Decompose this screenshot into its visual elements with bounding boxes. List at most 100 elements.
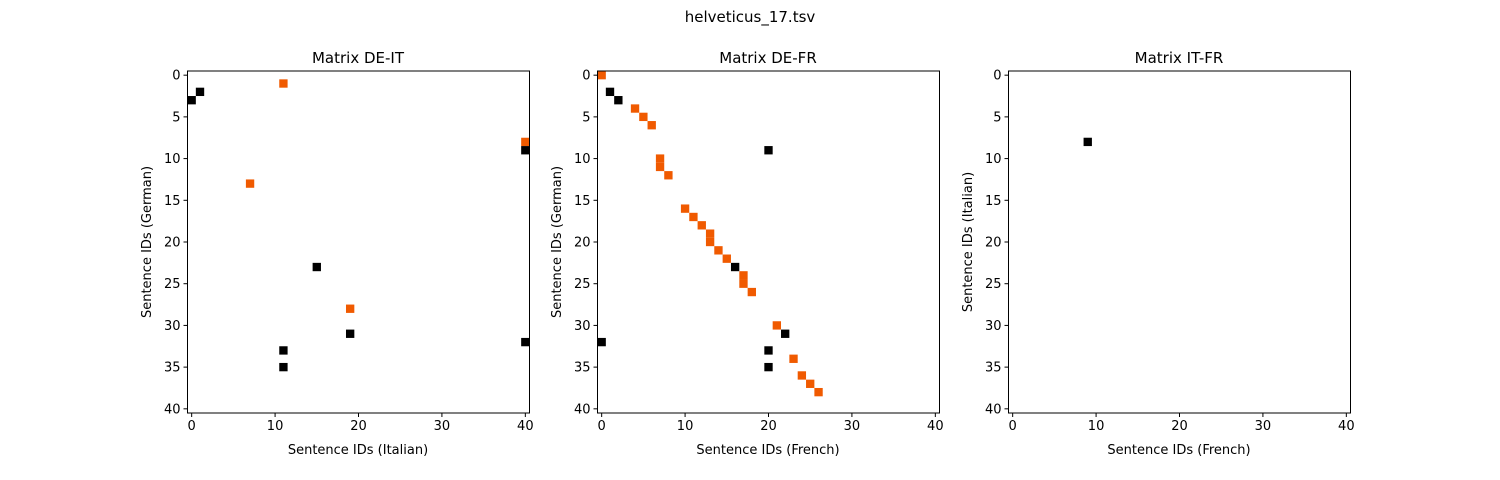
matrix-cell-orange [739,271,748,280]
y-tick-label: 30 [985,319,1002,334]
matrix-cell-orange [747,287,756,297]
x-tick-label: 20 [1171,419,1188,434]
matrix-cell-orange [521,137,530,147]
x-tick-label: 20 [350,419,367,434]
matrix-cell-orange [647,121,656,130]
matrix-cell-black [312,262,321,272]
y-tick-label: 5 [993,110,1001,125]
y-tick-label: 35 [574,361,591,376]
y-tick-label: 10 [164,152,181,167]
matrix-cell-orange [797,371,807,380]
y-tick-label: 35 [985,361,1002,376]
y-tick-label: 15 [574,194,591,209]
matrix-cell-black [597,337,606,347]
x-tick-label: 40 [1338,419,1355,434]
y-tick-label: 15 [164,194,181,209]
matrix-cell-black [187,96,196,105]
y-axis-label: Sentence IDs (German) [550,166,565,318]
y-tick-label: 25 [574,277,591,292]
x-axis-label: Sentence IDs (Italian) [288,443,428,458]
panel-title: Matrix IT-FR [1135,49,1224,67]
matrix-cell-black [279,346,288,355]
matrix-cell-orange [772,321,782,330]
x-tick-label: 40 [927,419,944,434]
y-tick-label: 30 [574,319,591,334]
y-tick-label: 0 [993,69,1001,84]
matrix-cell-orange [664,171,673,180]
matrix-cell-orange [597,71,606,80]
matrix-cell-orange [705,237,715,247]
matrix-cell-black [1083,137,1092,147]
x-axis-label: Sentence IDs (French) [1107,443,1250,458]
matrix-cell-orange [814,387,823,397]
matrix-cell-orange [639,112,648,122]
matrix-cell-orange [739,279,748,288]
y-tick-label: 5 [582,110,590,125]
figure-title: helveticus_17.tsv [685,8,816,27]
panel-de-it: Matrix DE-IT Sentence IDs (Italian) Sent… [140,49,534,458]
x-tick-label: 30 [844,419,861,434]
x-tick-label: 10 [1088,419,1105,434]
matrix-cell-black [521,146,530,155]
matrix-cell-orange [630,104,640,113]
y-tick-label: 0 [172,69,180,84]
matrix-cell-orange [714,246,723,255]
x-tick-label: 0 [1009,419,1017,434]
matrix-cell-black [781,329,790,338]
matrix-cell-orange [705,229,715,238]
y-tick-label: 25 [164,277,181,292]
x-tick-label: 10 [677,419,694,434]
y-tick-label: 20 [985,236,1002,251]
matrix-cell-orange [655,154,665,163]
x-tick-label: 30 [434,419,451,434]
x-tick-label: 10 [267,419,284,434]
matrix-cell-orange [722,254,731,263]
y-axis-label: Sentence IDs (German) [140,166,155,318]
y-tick-label: 0 [582,69,590,84]
x-tick-label: 30 [1255,419,1272,434]
y-tick-label: 35 [164,361,181,376]
panel-de-fr: Matrix DE-FR Sentence IDs (French) Sente… [550,49,944,458]
plot-area [187,71,530,413]
matrix-cell-black [614,96,623,105]
matrix-cell-orange [279,79,288,88]
matrix-cell-orange [655,162,665,172]
matrix-cell-orange [245,179,255,188]
panel-title: Matrix DE-IT [312,49,405,67]
matrix-cell-black [345,329,355,338]
matrix-cell-black [764,146,773,155]
y-tick-label: 40 [164,402,181,417]
matrix-cell-black [195,87,205,97]
matrix-cell-orange [689,212,698,222]
matrix-cell-orange [806,379,815,388]
matrix-cell-black [279,362,288,372]
x-tick-label: 20 [760,419,777,434]
plot-area [1008,71,1351,413]
panel-title: Matrix DE-FR [719,49,817,67]
y-tick-label: 40 [574,402,591,417]
y-tick-label: 5 [172,110,180,125]
x-tick-label: 0 [188,419,196,434]
matrix-cell-orange [697,221,706,230]
matrix-cell-black [764,346,773,355]
matrix-cell-black [764,362,773,372]
matrix-cell-black [521,337,530,347]
y-tick-label: 40 [985,402,1002,417]
y-tick-label: 10 [985,152,1002,167]
y-tick-label: 20 [574,236,591,251]
y-tick-label: 20 [164,236,181,251]
matrix-cell-black [605,87,615,97]
matrix-cell-orange [680,204,690,213]
y-tick-label: 30 [164,319,181,334]
x-axis-label: Sentence IDs (French) [696,443,839,458]
y-tick-label: 15 [985,194,1002,209]
x-tick-label: 0 [598,419,606,434]
matrix-cell-orange [345,304,355,313]
y-tick-label: 10 [574,152,591,167]
matrix-cell-black [730,262,740,272]
x-tick-label: 40 [517,419,534,434]
matrix-cell-orange [789,354,798,363]
panel-it-fr: Matrix IT-FR Sentence IDs (French) Sente… [961,49,1355,458]
y-axis-label: Sentence IDs (Italian) [961,172,976,312]
